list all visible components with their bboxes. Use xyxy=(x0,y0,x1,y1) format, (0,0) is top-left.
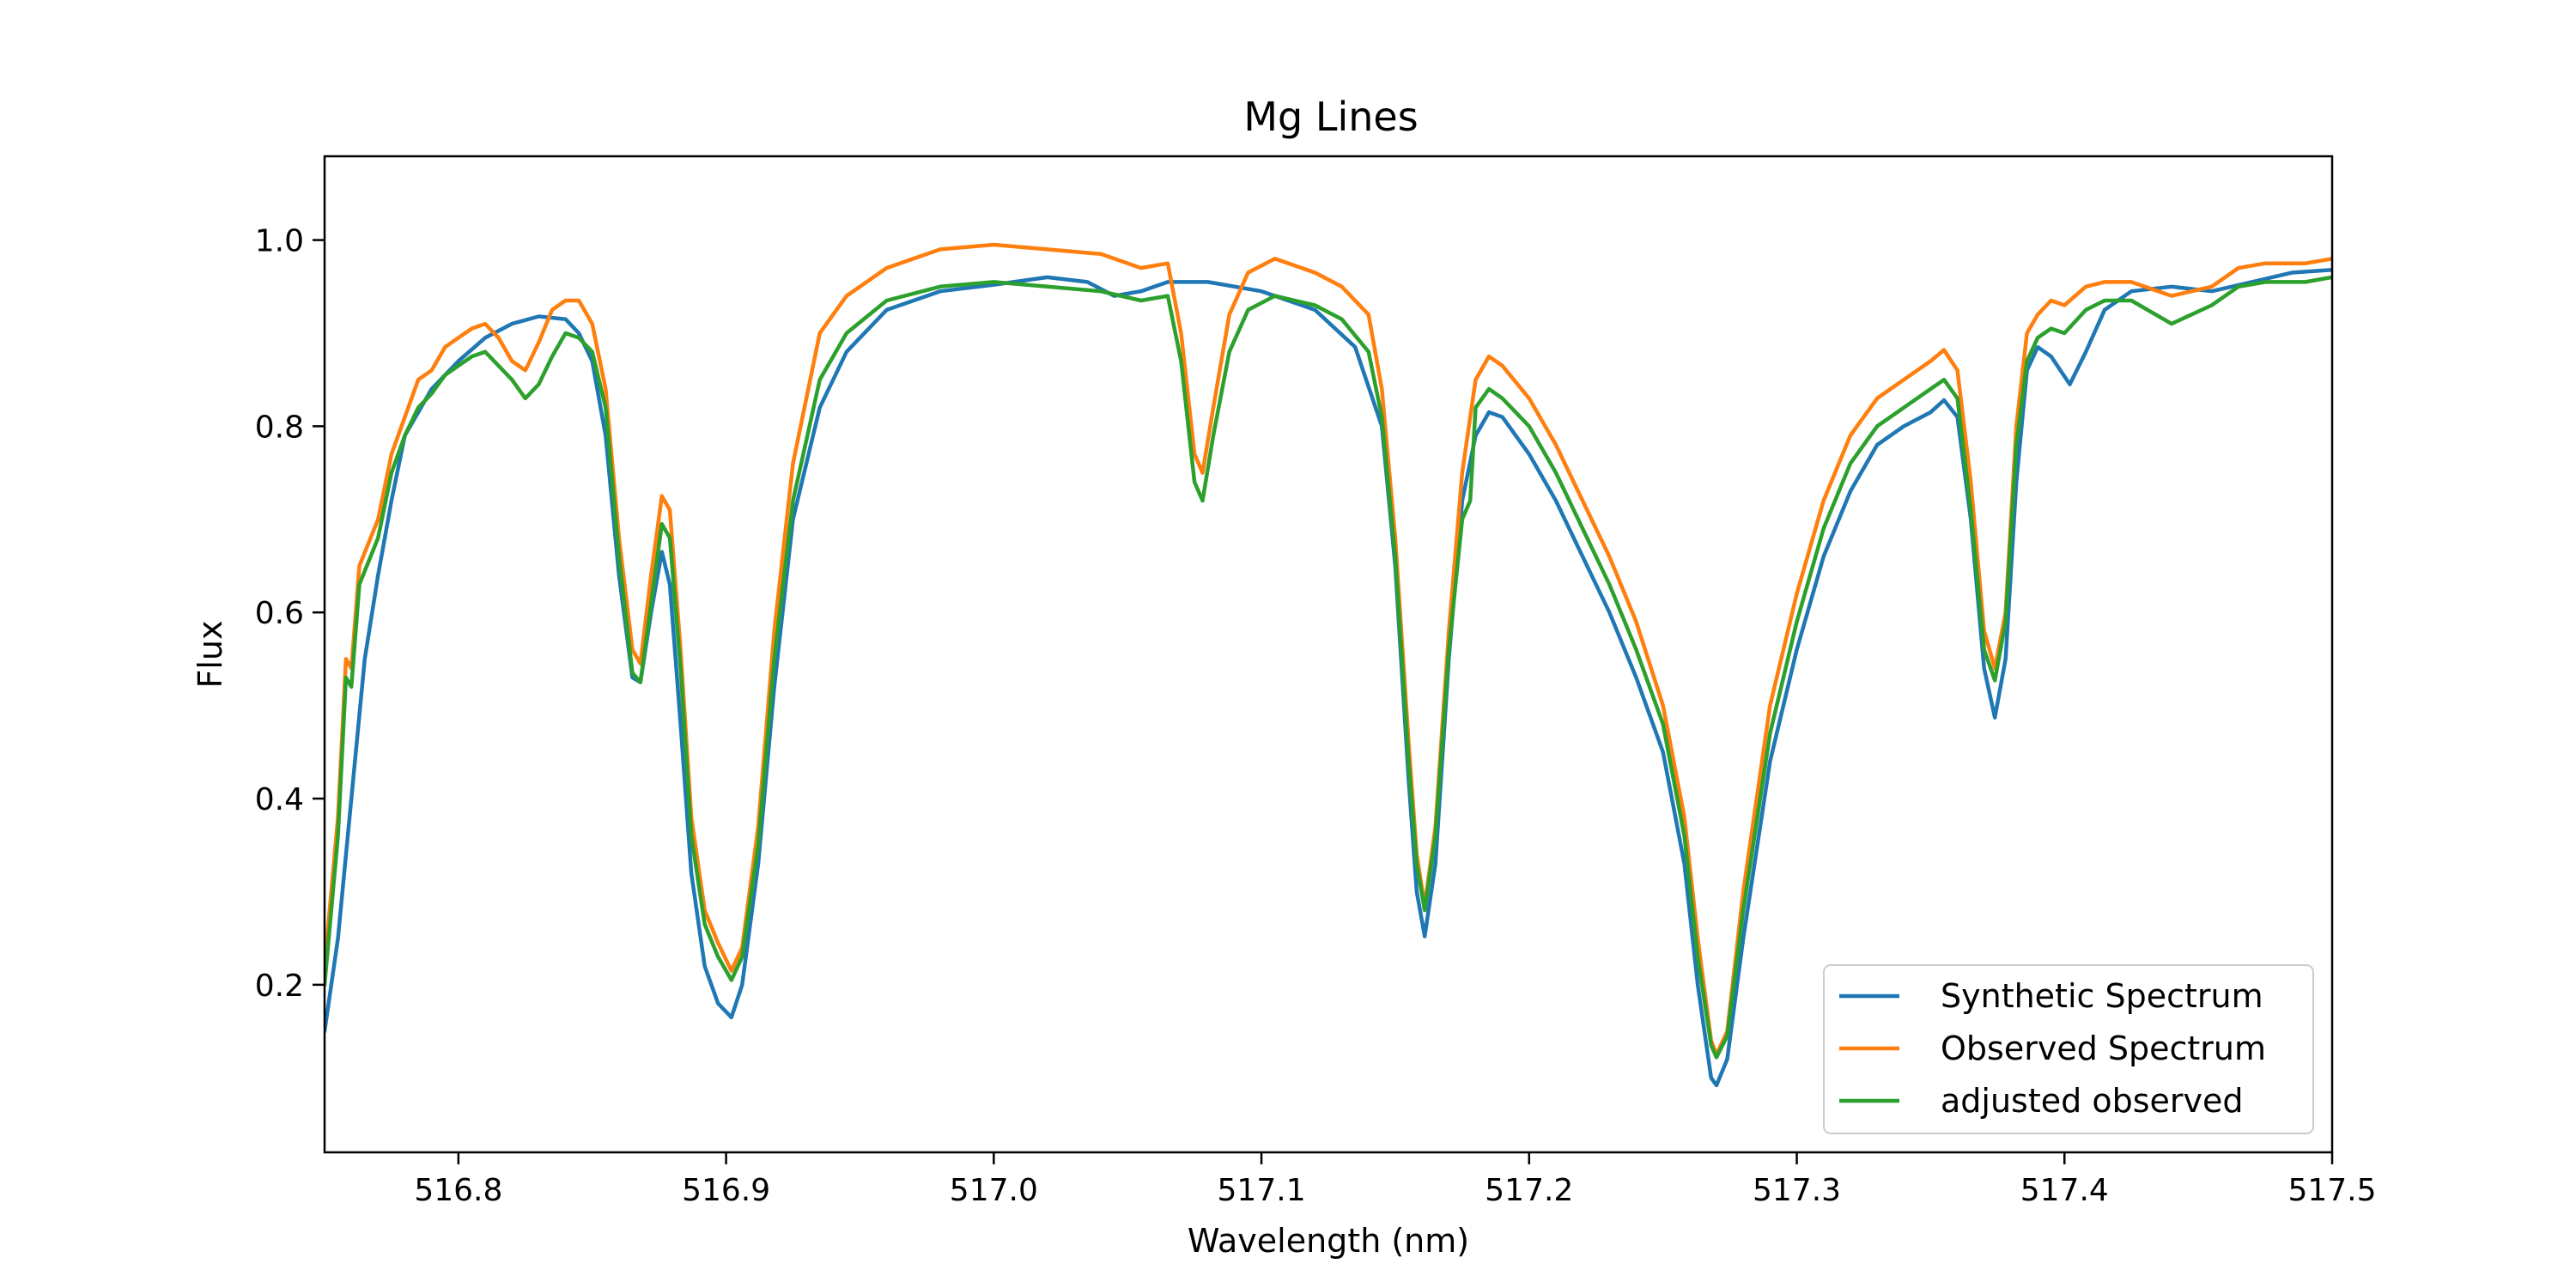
x-tick-label: 517.5 xyxy=(2287,1173,2376,1208)
y-tick-label: 0.8 xyxy=(255,410,304,445)
x-tick-label: 517.0 xyxy=(950,1173,1038,1208)
legend-label: Synthetic Spectrum xyxy=(1941,977,2263,1015)
plot-frame xyxy=(323,155,2334,1154)
legend-label: adjusted observed xyxy=(1941,1082,2243,1120)
x-tick-label: 516.8 xyxy=(414,1173,502,1208)
y-tick-label: 0.2 xyxy=(255,969,304,1004)
x-tick-label: 517.1 xyxy=(1218,1173,1306,1208)
legend-box xyxy=(1823,964,2314,1134)
x-axis: 516.8 516.9 517.0 517.1 517.2 517.3 517.4 517.5 xyxy=(414,1152,2377,1208)
chart-title: Mg Lines xyxy=(1243,94,1418,140)
legend: Synthetic Spectrum Observed Spectrum adjus… xyxy=(1823,964,2314,1134)
x-axis-label: Wavelength (nm) xyxy=(1188,1222,1469,1260)
y-tick-label: 1.0 xyxy=(255,224,304,259)
x-tick-label: 517.4 xyxy=(2020,1173,2109,1208)
series-layer xyxy=(325,242,2332,1088)
y-tick-label: 0.6 xyxy=(255,596,304,631)
y-tick-label: 0.4 xyxy=(255,782,304,817)
x-tick-label: 516.9 xyxy=(682,1173,770,1208)
legend-label: Observed Spectrum xyxy=(1941,1030,2266,1067)
y-axis: 0.2 0.4 0.6 0.8 1.0 xyxy=(255,224,325,1004)
series-line-2 xyxy=(325,242,2332,1057)
x-tick-label: 517.3 xyxy=(1753,1173,1841,1208)
series-line-3 xyxy=(325,275,2332,1060)
y-axis-label: Flux xyxy=(191,621,229,689)
x-tick-label: 517.2 xyxy=(1485,1173,1573,1208)
